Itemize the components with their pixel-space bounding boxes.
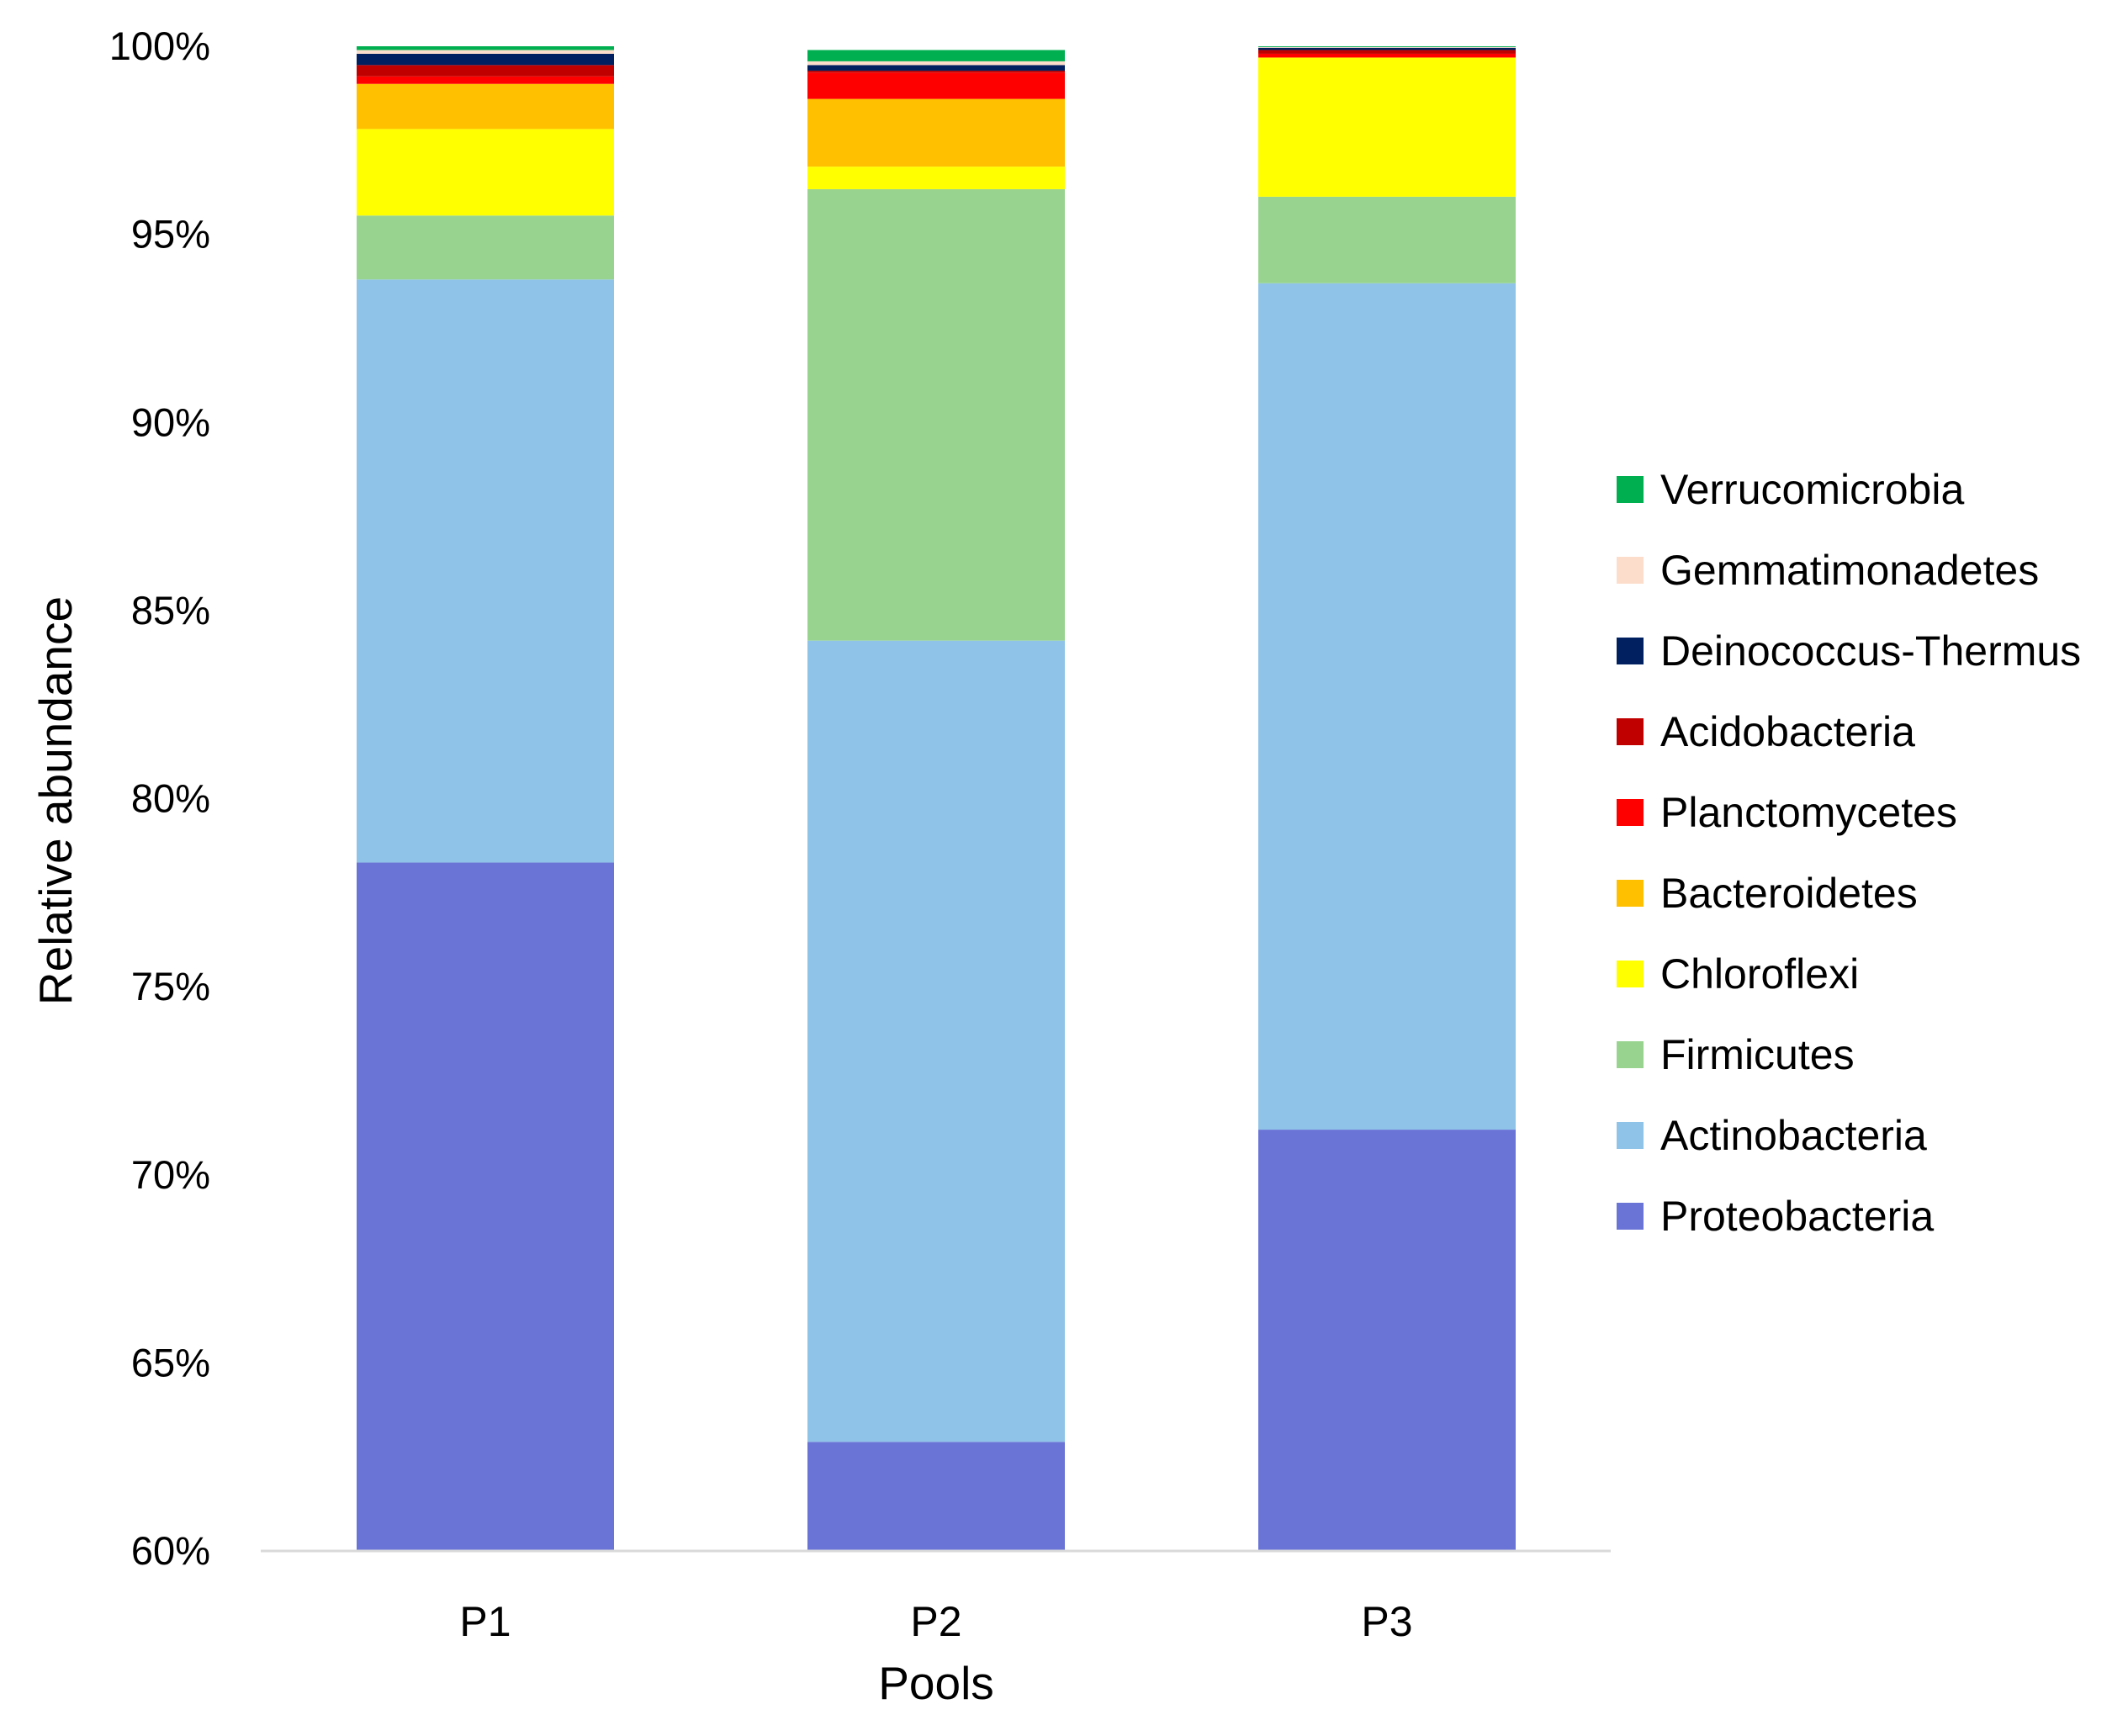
legend-item-bacteroidetes: Bacteroidetes xyxy=(1617,870,1918,917)
legend-item-proteobacteria: Proteobacteria xyxy=(1617,1193,1934,1240)
bar-segment-firmicutes-p1 xyxy=(357,215,614,280)
bar-segment-deinococcus-thermus-p1 xyxy=(357,53,614,66)
legend-label: Bacteroidetes xyxy=(1660,870,1918,917)
y-tick-label: 70% xyxy=(131,1152,210,1197)
legend-swatch xyxy=(1617,476,1644,503)
y-tick-label: 100% xyxy=(109,24,210,68)
legend-label: Acidobacteria xyxy=(1660,708,1915,755)
y-tick-label: 90% xyxy=(131,400,210,444)
bar-segment-acidobacteria-p2 xyxy=(807,71,1065,73)
legend-swatch xyxy=(1617,1122,1644,1149)
bar-segment-planctomycetes-p1 xyxy=(357,76,614,84)
bar-stack-p3 xyxy=(1258,46,1516,1551)
legend-swatch xyxy=(1617,799,1644,826)
bar-segment-gemmatimonadetes-p3 xyxy=(1258,46,1516,48)
legend-label: Proteobacteria xyxy=(1660,1193,1934,1240)
y-tick-label: 95% xyxy=(131,212,210,257)
legend-item-verrucomicrobia: Verrucomicrobia xyxy=(1617,466,1964,513)
legend-item-acidobacteria: Acidobacteria xyxy=(1617,708,1915,755)
bar-segment-bacteroidetes-p2 xyxy=(807,98,1065,167)
y-tick-label: 65% xyxy=(131,1340,210,1384)
bar-segment-actinobacteria-p1 xyxy=(357,279,614,863)
x-category-label: P2 xyxy=(910,1598,961,1645)
bar-segment-gemmatimonadetes-p1 xyxy=(357,50,614,54)
legend-item-chloroflexi: Chloroflexi xyxy=(1617,950,1859,998)
bar-segment-actinobacteria-p3 xyxy=(1258,283,1516,1130)
bar-segment-firmicutes-p3 xyxy=(1258,196,1516,283)
y-tick-label: 85% xyxy=(131,588,210,632)
legend-label: Actinobacteria xyxy=(1660,1112,1927,1159)
bar-segment-chloroflexi-p1 xyxy=(357,129,614,216)
y-axis-title: Relative abundance xyxy=(29,596,82,1005)
bar-stack-p1 xyxy=(357,46,614,1551)
legend-item-deinococcus-thermus: Deinococcus-Thermus xyxy=(1617,627,2081,675)
bar-segment-deinococcus-thermus-p3 xyxy=(1258,47,1516,50)
legend-label: Verrucomicrobia xyxy=(1660,466,1964,513)
bar-segment-bacteroidetes-p1 xyxy=(357,83,614,130)
y-tick-label: 60% xyxy=(131,1528,210,1573)
bar-segment-actinobacteria-p2 xyxy=(807,640,1065,1442)
bar-segment-verrucomicrobia-p1 xyxy=(357,46,614,50)
bar-segment-verrucomicrobia-p2 xyxy=(807,50,1065,61)
legend-item-firmicutes: Firmicutes xyxy=(1617,1031,1855,1078)
bar-segment-proteobacteria-p3 xyxy=(1258,1130,1516,1551)
legend-label: Gemmatimonadetes xyxy=(1660,547,2039,594)
x-axis-category-labels: P1 P2 P3 xyxy=(459,1598,1412,1645)
legend-item-gemmatimonadetes: Gemmatimonadetes xyxy=(1617,547,2039,594)
bar-segment-planctomycetes-p3 xyxy=(1258,53,1516,58)
legend-label: Deinococcus-Thermus xyxy=(1660,627,2081,675)
bar-segment-planctomycetes-p2 xyxy=(807,72,1065,99)
x-category-label: P1 xyxy=(459,1598,511,1645)
bar-segment-chloroflexi-p2 xyxy=(807,167,1065,189)
legend-swatch xyxy=(1617,880,1644,907)
bar-segment-acidobacteria-p1 xyxy=(357,65,614,77)
bar-stack-p2 xyxy=(807,50,1065,1551)
bar-segment-chloroflexi-p3 xyxy=(1258,57,1516,197)
legend: Verrucomicrobia Gemmatimonadetes Deinococc… xyxy=(1617,466,2081,1240)
x-axis-title: Pools xyxy=(878,1657,994,1709)
bar-segment-firmicutes-p2 xyxy=(807,188,1065,641)
legend-item-planctomycetes: Planctomycetes xyxy=(1617,789,1957,836)
legend-label: Chloroflexi xyxy=(1660,950,1859,998)
legend-swatch xyxy=(1617,961,1644,987)
y-axis-tick-labels: 60% 65% 70% 75% 80% 85% 90% 95% 100% xyxy=(109,24,210,1573)
bar-segment-acidobacteria-p3 xyxy=(1258,50,1516,54)
legend-item-actinobacteria: Actinobacteria xyxy=(1617,1112,1927,1159)
legend-label: Firmicutes xyxy=(1660,1031,1855,1078)
legend-label: Planctomycetes xyxy=(1660,789,1957,836)
legend-swatch xyxy=(1617,557,1644,584)
bar-segment-deinococcus-thermus-p2 xyxy=(807,65,1065,71)
bar-segment-proteobacteria-p1 xyxy=(357,862,614,1551)
x-category-label: P3 xyxy=(1361,1598,1412,1645)
bars xyxy=(357,46,1516,1551)
legend-swatch xyxy=(1617,718,1644,745)
legend-swatch xyxy=(1617,638,1644,664)
bar-segment-proteobacteria-p2 xyxy=(807,1442,1065,1551)
y-tick-label: 75% xyxy=(131,964,210,1008)
bar-segment-gemmatimonadetes-p2 xyxy=(807,61,1065,66)
bar-segment-verrucomicrobia-p3 xyxy=(1258,46,1516,47)
y-tick-label: 80% xyxy=(131,776,210,821)
legend-swatch xyxy=(1617,1041,1644,1068)
legend-swatch xyxy=(1617,1203,1644,1230)
